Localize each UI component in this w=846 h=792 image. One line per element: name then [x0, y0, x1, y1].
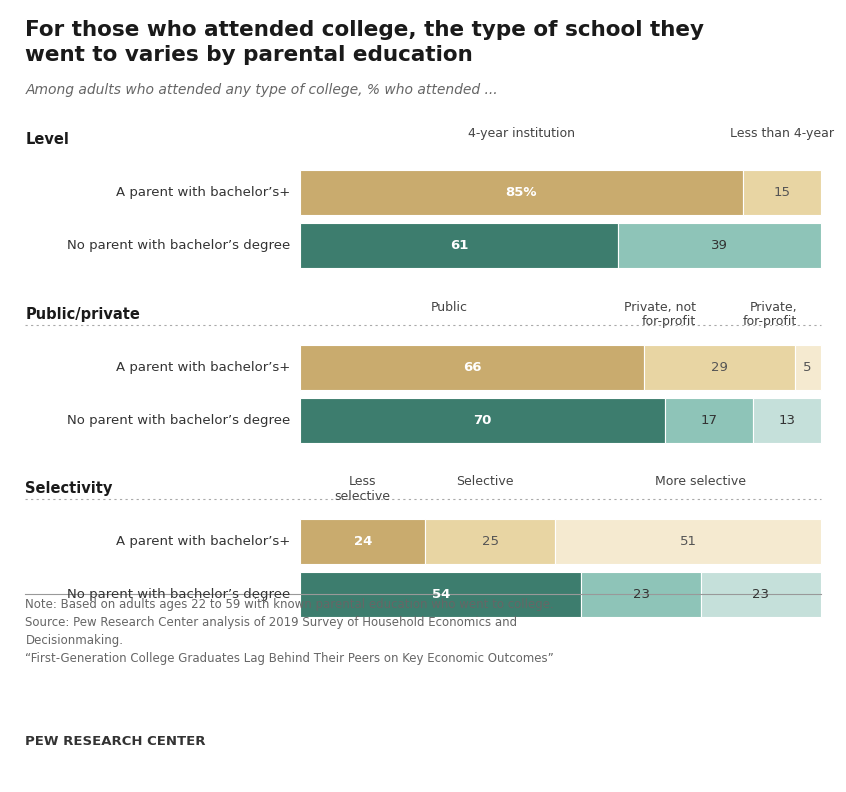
Bar — [618, 223, 821, 268]
Bar — [300, 223, 618, 268]
Bar — [300, 572, 581, 617]
Text: 25: 25 — [481, 535, 499, 548]
Text: A parent with bachelor’s+: A parent with bachelor’s+ — [116, 186, 290, 200]
Text: 23: 23 — [752, 588, 769, 601]
Text: Less
selective: Less selective — [335, 475, 391, 503]
Text: More selective: More selective — [656, 475, 746, 488]
Bar — [300, 519, 426, 564]
Text: Selective: Selective — [456, 475, 514, 488]
Bar — [701, 572, 821, 617]
Bar — [753, 398, 821, 443]
Text: A parent with bachelor’s+: A parent with bachelor’s+ — [116, 360, 290, 374]
Text: 24: 24 — [354, 535, 372, 548]
Text: 4-year institution: 4-year institution — [468, 127, 575, 139]
Text: Private,
for-profit: Private, for-profit — [743, 301, 797, 329]
Text: 54: 54 — [431, 588, 450, 601]
Text: 15: 15 — [773, 186, 790, 200]
Text: 61: 61 — [450, 239, 468, 253]
Text: For those who attended college, the type of school they
went to varies by parent: For those who attended college, the type… — [25, 20, 705, 65]
Text: Level: Level — [25, 132, 69, 147]
Text: Public/private: Public/private — [25, 307, 140, 322]
Text: 23: 23 — [633, 588, 650, 601]
Text: Private, not
for-profit: Private, not for-profit — [624, 301, 695, 329]
Text: No parent with bachelor’s degree: No parent with bachelor’s degree — [67, 239, 290, 253]
Bar — [644, 345, 794, 390]
Text: Note: Based on adults ages 22 to 59 with known parental education who went to co: Note: Based on adults ages 22 to 59 with… — [25, 598, 554, 665]
Text: Selectivity: Selectivity — [25, 481, 113, 496]
Bar — [300, 398, 665, 443]
Text: 51: 51 — [679, 535, 696, 548]
Text: Less than 4-year: Less than 4-year — [729, 127, 833, 139]
Text: Public: Public — [431, 301, 467, 314]
Text: 13: 13 — [778, 413, 795, 427]
Text: Among adults who attended any type of college, % who attended ...: Among adults who attended any type of co… — [25, 83, 498, 97]
Text: A parent with bachelor’s+: A parent with bachelor’s+ — [116, 535, 290, 548]
Text: 5: 5 — [804, 360, 812, 374]
Text: 66: 66 — [463, 360, 481, 374]
Bar — [300, 345, 644, 390]
Text: 70: 70 — [473, 413, 492, 427]
Bar — [581, 572, 701, 617]
Bar — [426, 519, 555, 564]
Text: 17: 17 — [700, 413, 717, 427]
Text: 85%: 85% — [506, 186, 537, 200]
Bar — [743, 170, 821, 215]
Text: No parent with bachelor’s degree: No parent with bachelor’s degree — [67, 413, 290, 427]
Text: PEW RESEARCH CENTER: PEW RESEARCH CENTER — [25, 736, 206, 748]
Bar — [664, 398, 753, 443]
Bar — [794, 345, 821, 390]
Text: No parent with bachelor’s degree: No parent with bachelor’s degree — [67, 588, 290, 601]
Bar — [300, 170, 743, 215]
Text: 39: 39 — [711, 239, 728, 253]
Bar — [555, 519, 821, 564]
Text: 29: 29 — [711, 360, 728, 374]
